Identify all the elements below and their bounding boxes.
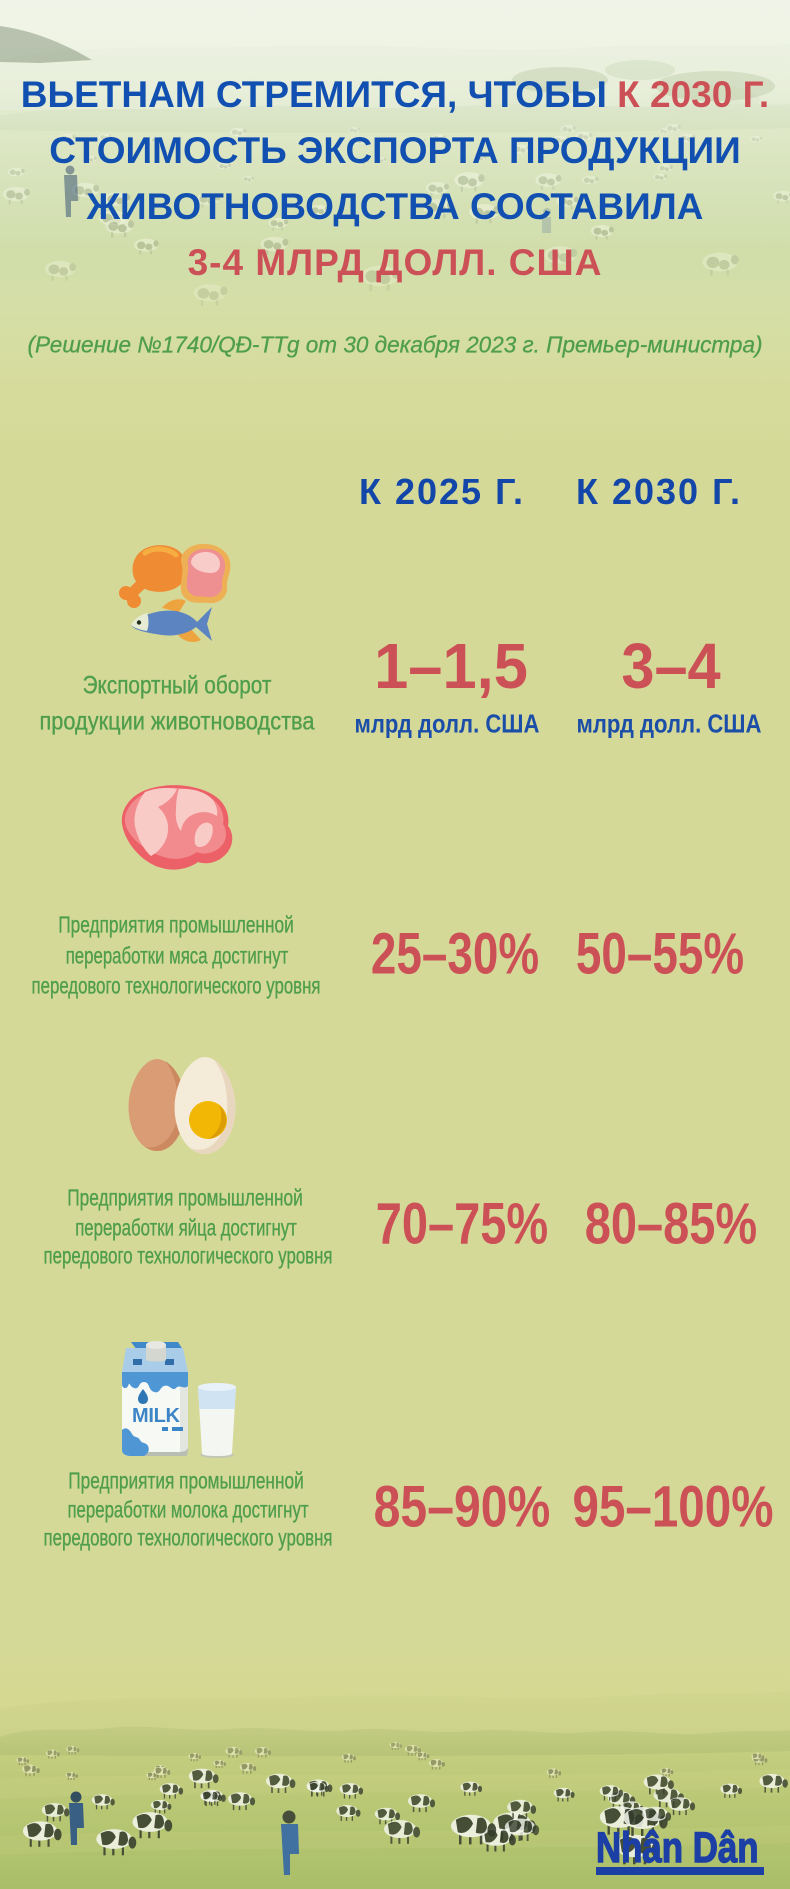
svg-text:MILK: MILK — [132, 1405, 181, 1427]
